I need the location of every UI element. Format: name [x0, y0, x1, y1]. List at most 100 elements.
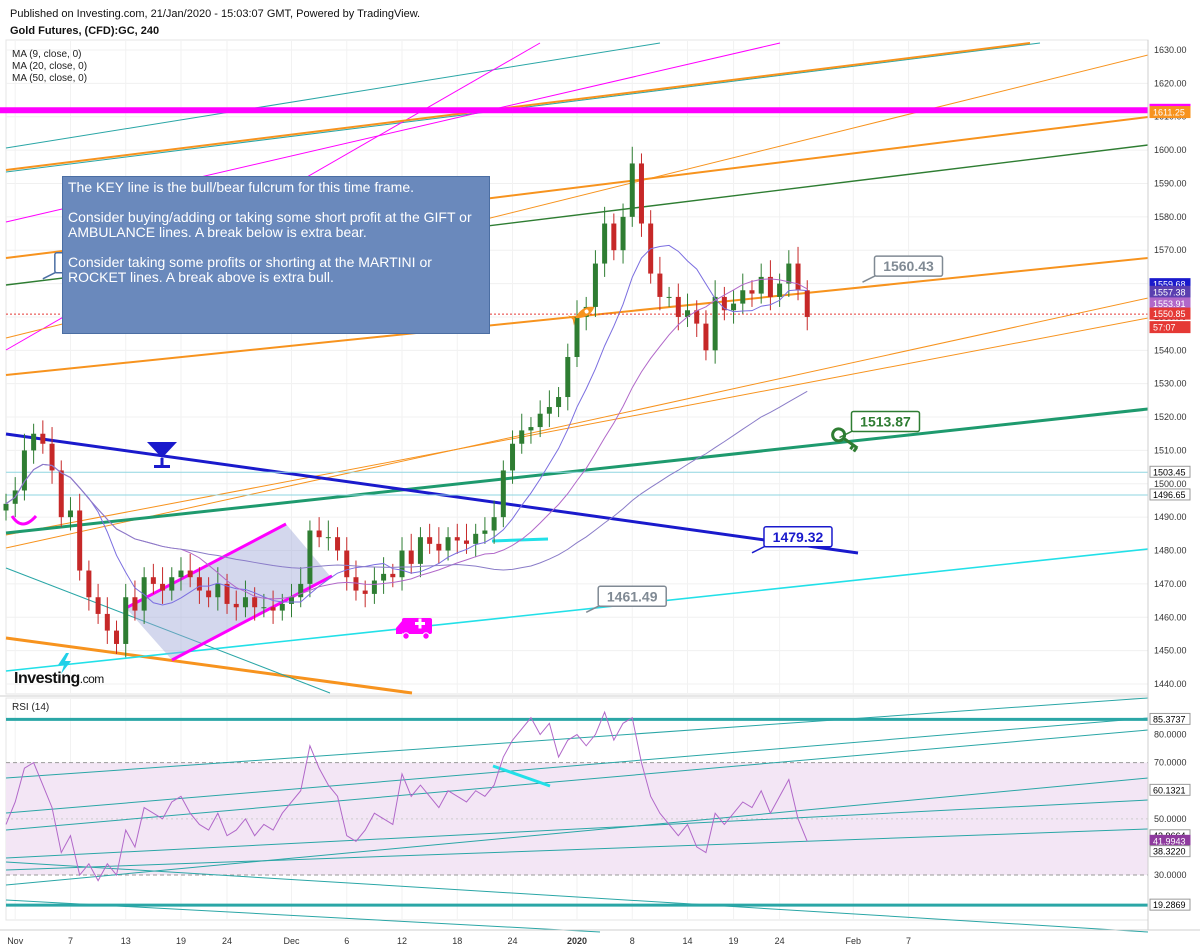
candle-body	[694, 310, 700, 324]
axis-tag-box	[1149, 307, 1191, 320]
time-tick-label: Nov	[7, 936, 24, 946]
time-tick-label: 8	[630, 936, 635, 946]
price-tick-label: 1460.00	[1154, 612, 1187, 622]
candle-body	[316, 530, 322, 538]
time-tick-label: 19	[729, 936, 739, 946]
callout-label: 1461.49	[607, 588, 658, 604]
chart-icons	[10, 306, 859, 674]
price-tick-label: 1630.00	[1154, 45, 1187, 55]
time-tick-label: 7	[68, 936, 73, 946]
price-tick-label: 1490.00	[1154, 512, 1187, 522]
price-axis-tag: 1557.38	[1149, 285, 1191, 298]
price-tick-label: 1500.00	[1154, 479, 1187, 489]
price-tick-label: 1600.00	[1154, 145, 1187, 155]
candle-body	[150, 577, 156, 584]
candle-body	[786, 263, 792, 284]
price-tick-label: 1470.00	[1154, 579, 1187, 589]
candle-body	[344, 550, 350, 578]
candle-body	[546, 407, 552, 414]
callout-label: 1479.32	[773, 529, 824, 545]
candle-body	[252, 597, 258, 608]
indicator-ma20: MA (20, close, 0)	[12, 61, 88, 72]
gift-icon	[10, 514, 38, 526]
time-tick-label: Feb	[846, 936, 862, 946]
candle-body	[712, 296, 718, 351]
price-axis-bg	[1148, 40, 1200, 930]
channel-top-line	[125, 522, 287, 610]
candle-body	[58, 470, 64, 518]
gift-line	[5, 548, 1149, 672]
rsi-tick-label: 30.0000	[1154, 870, 1187, 880]
axis-tag-box	[1149, 321, 1191, 334]
price-tick-label: 1540.00	[1154, 345, 1187, 355]
candle-body	[141, 577, 147, 611]
candle-body	[491, 517, 497, 531]
orange-thin-line	[5, 317, 1149, 536]
rsi-axis-tag: 41.9943	[1149, 834, 1191, 847]
time-tick-label: 6	[344, 936, 349, 946]
candle-body	[390, 573, 396, 578]
axis-tag-box	[1149, 106, 1191, 119]
callout-box	[597, 585, 667, 608]
candle-body	[445, 537, 451, 551]
candle-body	[463, 540, 469, 544]
candle-body	[325, 537, 331, 539]
candle-body	[187, 570, 193, 578]
price-tick-label: 1580.00	[1154, 212, 1187, 222]
price-tick-label: 1570.00	[1154, 245, 1187, 255]
axis-tag-label: 41.9943	[1153, 836, 1186, 846]
rsi-axis-tag: 19.2869	[1149, 898, 1191, 911]
axis-tag-box	[1149, 285, 1191, 298]
candle-body	[206, 590, 212, 598]
candle-body	[592, 263, 598, 307]
axis-tag-box	[1149, 465, 1191, 478]
published-line: Published on Investing.com, 21/Jan/2020 …	[10, 8, 421, 20]
rocket-icon	[568, 306, 595, 326]
symbol-title: Gold Futures, (CFD):GC, 240	[10, 25, 160, 37]
candle-body	[381, 573, 387, 581]
candle-body	[371, 580, 377, 594]
candle-body	[758, 276, 764, 294]
candle-body	[721, 296, 727, 311]
time-tick-label: Dec	[283, 936, 300, 946]
candle-body	[602, 223, 608, 264]
candle-body	[362, 590, 368, 594]
candle-body	[86, 570, 92, 598]
callout-label: 1513.87	[860, 414, 911, 430]
price-axis-tag: 1553.91	[1149, 297, 1191, 310]
axis-tag-box	[1149, 845, 1191, 858]
time-tick-label: 18	[452, 936, 462, 946]
axis-tag-label: 19.2869	[1153, 900, 1186, 910]
annotation-note: The KEY line is the bull/bear fulcrum fo…	[62, 176, 490, 334]
moving-averages	[5, 244, 808, 606]
candle-body	[703, 323, 709, 351]
rsi-band	[6, 762, 1148, 876]
candle-body	[261, 607, 267, 609]
time-tick-label: 14	[683, 936, 693, 946]
axis-tag-box	[1149, 783, 1191, 796]
candle-body	[731, 303, 737, 311]
candle-body	[270, 607, 276, 611]
teal-descending-line	[5, 567, 331, 694]
candle-body	[353, 577, 359, 591]
axis-tag-label: 1559.68	[1153, 280, 1186, 290]
ma50-line	[5, 390, 808, 571]
time-tick-label: 24	[508, 936, 518, 946]
rsi-trendline	[5, 861, 1149, 933]
candle-body	[417, 537, 423, 564]
axis-tag-box	[1149, 898, 1191, 911]
candle-body	[169, 577, 175, 591]
price-callout: 1560.43	[862, 255, 944, 283]
ma9-line	[5, 244, 808, 606]
channel-bottom-line	[171, 574, 333, 662]
price-candles	[3, 146, 810, 658]
axis-tag-label: 1553.91	[1153, 299, 1186, 309]
candle-body	[611, 223, 617, 251]
candle-body	[436, 543, 442, 551]
orange-thin-line	[5, 297, 1149, 549]
axis-tag-label: 1557.38	[1153, 287, 1186, 297]
candle-body	[21, 450, 27, 491]
axis-tag-label: 60.1321	[1153, 785, 1186, 795]
candle-body	[795, 263, 801, 291]
